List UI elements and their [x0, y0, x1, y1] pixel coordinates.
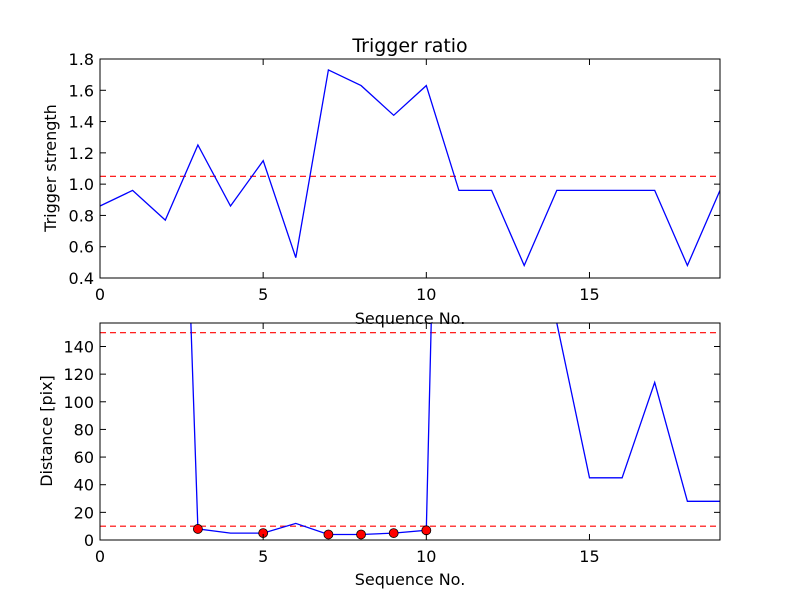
bottom-plot-yticks: 0 20 40 60 80 100 120 140 — [63, 337, 720, 550]
bottom-plot: Sequence No. Distance [pix] 0 5 10 15 0 20 40… — [37, 322, 721, 589]
y-tick-label: 0 — [84, 531, 94, 550]
series-line — [100, 68, 720, 268]
bottom-plot-xlabel: Sequence No. — [355, 570, 466, 589]
data-point-marker — [356, 529, 366, 540]
y-tick-label: 140 — [63, 337, 94, 356]
bottom-plot-reference-lines — [100, 332, 720, 527]
x-tick-label: 15 — [579, 285, 599, 304]
x-tick-label: 0 — [95, 285, 105, 304]
y-tick-label: 100 — [63, 393, 94, 412]
data-point-marker — [421, 525, 432, 536]
x-tick-label: 5 — [258, 285, 268, 304]
x-tick-label: 10 — [416, 547, 436, 566]
bottom-plot-xticks: 0 5 10 15 — [95, 323, 600, 566]
top-plot-yticks: 0.4 0.6 0.8 1.0 1.2 1.4 1.6 1.8 — [69, 50, 720, 288]
y-tick-label: 40 — [74, 476, 94, 495]
x-tick-label: 0 — [95, 547, 105, 566]
x-tick-label: 15 — [579, 547, 599, 566]
y-tick-label: 1.8 — [69, 50, 94, 69]
y-tick-label: 1.4 — [69, 113, 94, 132]
bottom-plot-ylabel: Distance [pix] — [37, 375, 56, 487]
y-tick-label: 20 — [74, 503, 94, 522]
top-plot-series-group — [100, 68, 720, 268]
top-plot-xlabel: Sequence No. — [355, 309, 466, 328]
y-tick-label: 0.4 — [69, 269, 94, 288]
y-tick-label: 60 — [74, 448, 94, 467]
data-point-marker — [388, 528, 399, 538]
series-line — [190, 323, 720, 536]
y-tick-label: 0.6 — [69, 238, 94, 257]
top-plot-xticks: 0 5 10 15 — [95, 59, 600, 304]
y-tick-label: 1.2 — [69, 144, 94, 163]
y-tick-label: 0.8 — [69, 206, 94, 225]
top-plot: Trigger ratio Sequence No. Trigger stren… — [41, 35, 721, 328]
top-plot-title: Trigger ratio — [351, 35, 467, 57]
bottom-plot-markers — [192, 524, 432, 540]
bottom-plot-frame — [99, 322, 721, 541]
y-tick-label: 1.6 — [69, 81, 94, 100]
data-point-marker — [192, 524, 203, 534]
x-tick-label: 5 — [258, 547, 268, 566]
data-point-marker — [323, 529, 334, 540]
bottom-plot-series-group — [190, 323, 720, 536]
y-tick-label: 120 — [63, 365, 94, 384]
x-tick-label: 10 — [416, 285, 436, 304]
top-plot-frame — [99, 58, 721, 279]
top-plot-ylabel: Trigger strength — [41, 104, 60, 233]
y-tick-label: 1.0 — [69, 175, 94, 194]
y-tick-label: 80 — [74, 420, 94, 439]
